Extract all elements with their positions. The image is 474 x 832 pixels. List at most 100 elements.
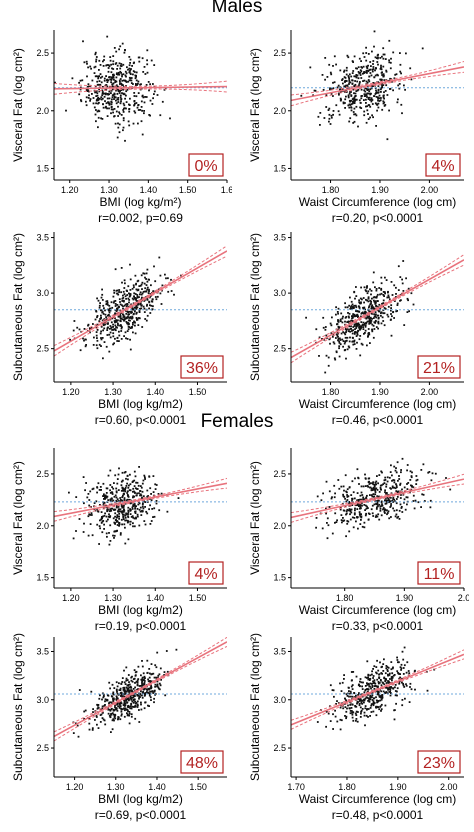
data-point (130, 679, 133, 682)
data-point (128, 326, 131, 328)
data-point (132, 322, 134, 324)
data-point (111, 493, 114, 495)
y-tick-label: 3.0 (273, 288, 286, 298)
data-point (89, 490, 92, 493)
data-point (170, 290, 173, 292)
data-point (359, 72, 362, 74)
y-tick-label: 2.5 (36, 469, 49, 479)
data-point (173, 293, 175, 296)
data-point (107, 101, 110, 104)
data-point (362, 698, 365, 701)
data-point (375, 313, 377, 316)
data-point (167, 290, 170, 293)
data-point (102, 103, 104, 106)
data-point (382, 294, 385, 296)
data-point (109, 307, 111, 310)
data-point (343, 349, 346, 352)
data-point (119, 317, 122, 320)
data-point (104, 313, 107, 316)
data-point (133, 470, 136, 473)
data-point (371, 50, 373, 53)
data-point (92, 344, 95, 346)
data-point (372, 701, 375, 704)
data-point (365, 321, 367, 324)
data-point (103, 307, 105, 310)
data-point (373, 702, 376, 704)
data-point (95, 716, 98, 718)
data-point (143, 684, 145, 687)
data-point (354, 304, 357, 307)
data-point (103, 79, 106, 82)
data-point (103, 495, 106, 497)
data-point (101, 94, 104, 97)
data-point (399, 70, 402, 73)
data-point (402, 260, 405, 262)
data-point (122, 308, 124, 310)
data-point (141, 482, 144, 485)
data-point (96, 339, 99, 342)
data-point (338, 345, 341, 348)
data-point (374, 311, 377, 314)
data-point (110, 731, 112, 733)
data-point (365, 504, 367, 507)
data-point (384, 489, 386, 492)
data-point (104, 698, 107, 701)
data-point (392, 687, 395, 690)
data-point (358, 697, 361, 700)
data-point (376, 500, 379, 502)
data-point (102, 520, 105, 522)
data-point (402, 658, 405, 661)
data-point (138, 309, 141, 312)
data-point (345, 84, 347, 87)
data-point (95, 331, 98, 333)
data-point (98, 69, 100, 71)
data-point (157, 674, 160, 677)
data-point (154, 683, 157, 686)
data-point (138, 697, 140, 700)
data-point (101, 717, 104, 719)
data-point (329, 720, 332, 722)
data-point (385, 686, 388, 689)
data-point (384, 292, 386, 295)
data-point (376, 501, 379, 504)
data-point (133, 292, 136, 295)
data-point (116, 520, 119, 523)
data-point (329, 322, 332, 325)
data-point (352, 343, 355, 346)
data-point (381, 503, 383, 506)
data-point (383, 479, 386, 482)
panel-males-bmi-subcutaneous: 2.5 3.0 3.5 1.20 1.30 1.40 1.50 Subcutaneous Fa… (0, 222, 232, 427)
data-point (155, 502, 158, 505)
y-tick-label: 2.5 (36, 344, 49, 354)
data-point (114, 324, 117, 327)
percent-label: 4% (194, 566, 217, 583)
data-point (123, 715, 126, 718)
data-point (380, 500, 383, 503)
data-point (406, 469, 408, 472)
data-point (373, 488, 376, 491)
data-point (388, 672, 391, 675)
data-point (88, 722, 91, 725)
data-point (131, 297, 134, 300)
data-point (395, 73, 398, 76)
data-point (323, 117, 326, 119)
data-point (125, 90, 128, 93)
data-point (364, 509, 366, 511)
data-point (129, 509, 132, 512)
data-point (101, 92, 104, 95)
data-point (396, 310, 398, 312)
data-point (113, 320, 116, 322)
data-point (380, 91, 382, 93)
data-point (120, 114, 123, 116)
data-point (396, 101, 399, 104)
data-point (372, 317, 375, 319)
data-point (125, 485, 128, 487)
data-point (337, 337, 340, 340)
data-point (112, 709, 115, 712)
data-point (141, 678, 143, 681)
data-point (121, 297, 124, 300)
data-point (113, 115, 116, 117)
data-point (108, 102, 111, 105)
data-point (366, 677, 368, 679)
data-point (393, 709, 395, 712)
